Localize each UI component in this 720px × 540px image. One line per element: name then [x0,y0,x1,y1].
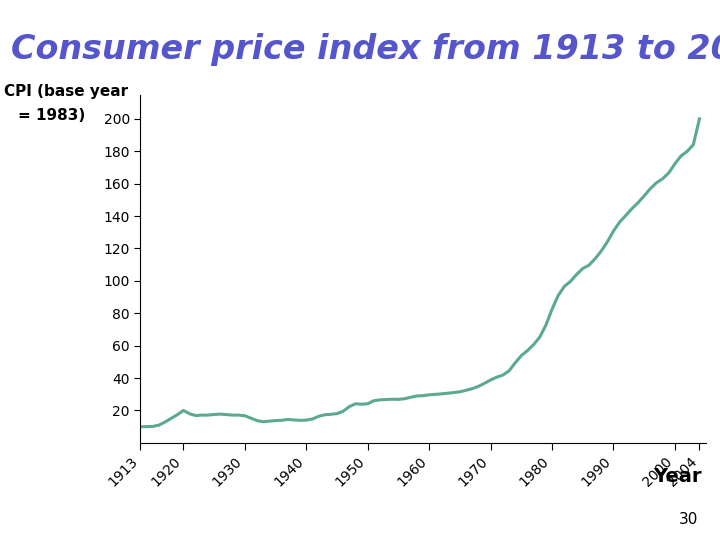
Text: CPI (base year: CPI (base year [4,84,127,99]
Text: Year: Year [654,467,702,486]
Text: 30: 30 [679,511,698,526]
Text: = 1983): = 1983) [18,108,85,123]
Text: Consumer price index from 1913 to 2004: Consumer price index from 1913 to 2004 [11,33,720,66]
